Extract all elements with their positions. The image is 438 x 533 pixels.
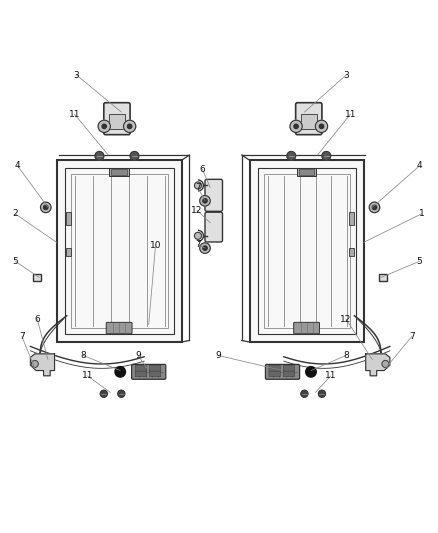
Bar (379, 273, 387, 281)
Text: 5: 5 (417, 257, 423, 266)
Text: 8: 8 (80, 351, 86, 360)
FancyBboxPatch shape (296, 103, 322, 135)
Bar (65, 168, 173, 334)
Circle shape (118, 390, 125, 397)
FancyBboxPatch shape (283, 365, 295, 371)
Text: 5: 5 (12, 257, 18, 266)
Bar (299, 169, 314, 175)
FancyBboxPatch shape (135, 365, 146, 371)
Text: 12: 12 (191, 206, 203, 215)
Circle shape (203, 246, 207, 251)
Circle shape (98, 120, 110, 133)
Text: 7: 7 (195, 240, 201, 249)
Circle shape (115, 367, 125, 377)
Circle shape (322, 151, 331, 160)
Text: 6: 6 (199, 165, 205, 174)
Circle shape (315, 120, 328, 133)
Circle shape (372, 205, 377, 209)
FancyBboxPatch shape (205, 212, 223, 242)
Text: 9: 9 (215, 351, 221, 360)
FancyBboxPatch shape (106, 322, 132, 334)
Circle shape (319, 124, 324, 128)
Circle shape (200, 243, 210, 253)
Circle shape (100, 390, 107, 397)
Text: 9: 9 (135, 351, 141, 360)
Circle shape (194, 182, 201, 189)
Bar (66, 212, 71, 225)
Circle shape (130, 151, 139, 160)
Circle shape (318, 390, 325, 397)
Text: 3: 3 (343, 70, 349, 79)
FancyBboxPatch shape (265, 365, 300, 379)
Text: 11: 11 (345, 110, 356, 118)
Text: 7: 7 (409, 332, 415, 341)
Circle shape (41, 202, 51, 213)
Circle shape (44, 205, 48, 209)
FancyBboxPatch shape (104, 103, 130, 135)
Circle shape (127, 124, 132, 128)
FancyBboxPatch shape (205, 179, 223, 211)
Text: 10: 10 (150, 241, 161, 251)
Text: 8: 8 (343, 351, 349, 360)
Text: 12: 12 (340, 314, 352, 324)
Circle shape (203, 199, 207, 203)
Circle shape (382, 360, 389, 367)
Circle shape (294, 124, 298, 128)
Circle shape (369, 202, 380, 213)
Text: 2: 2 (13, 209, 18, 219)
FancyBboxPatch shape (269, 365, 280, 371)
Bar (57, 160, 181, 342)
Text: 3: 3 (74, 70, 80, 79)
Circle shape (102, 124, 106, 128)
Bar (258, 168, 356, 334)
FancyBboxPatch shape (149, 371, 161, 377)
Text: 11: 11 (325, 372, 336, 381)
Text: 4: 4 (417, 161, 422, 170)
Circle shape (200, 196, 210, 206)
Bar (66, 248, 71, 255)
Text: 7: 7 (19, 332, 25, 341)
Bar (297, 168, 316, 176)
Circle shape (290, 120, 302, 133)
Circle shape (301, 390, 308, 397)
Circle shape (32, 360, 39, 367)
Text: 1: 1 (418, 209, 424, 219)
FancyBboxPatch shape (283, 371, 295, 377)
FancyBboxPatch shape (131, 365, 166, 379)
FancyBboxPatch shape (149, 365, 161, 371)
Circle shape (124, 120, 136, 133)
Bar (109, 114, 125, 130)
Text: 11: 11 (69, 110, 80, 118)
Text: 7: 7 (195, 183, 201, 192)
FancyBboxPatch shape (293, 322, 320, 334)
Bar (110, 168, 129, 176)
Text: 4: 4 (15, 161, 20, 170)
Circle shape (306, 367, 316, 377)
Bar (33, 273, 41, 281)
Bar (250, 160, 364, 342)
FancyBboxPatch shape (269, 371, 280, 377)
Text: 6: 6 (34, 314, 40, 324)
Bar (301, 114, 317, 130)
Bar (264, 174, 350, 328)
Bar (111, 169, 127, 175)
Circle shape (287, 151, 296, 160)
Polygon shape (31, 354, 55, 376)
Circle shape (95, 151, 104, 160)
FancyBboxPatch shape (135, 371, 146, 377)
Text: 11: 11 (82, 372, 93, 381)
Circle shape (194, 232, 201, 239)
Polygon shape (366, 354, 390, 376)
Bar (71, 174, 167, 328)
Bar (349, 212, 354, 225)
Bar (349, 248, 354, 255)
